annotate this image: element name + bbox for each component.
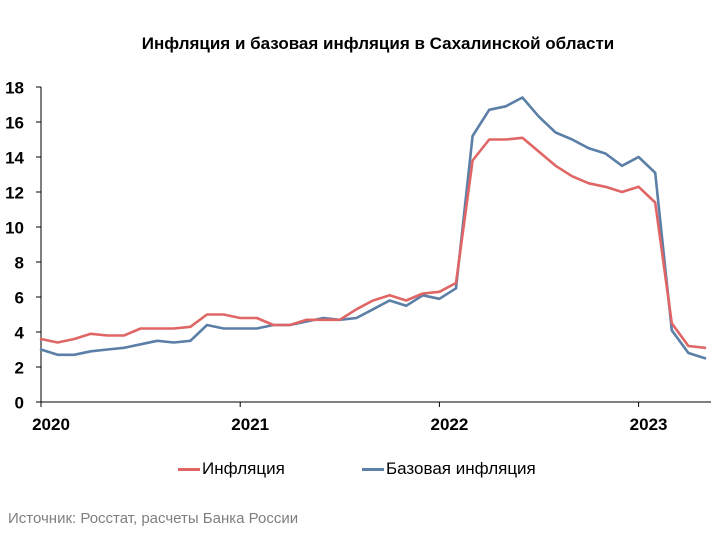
legend-label-core-inflation: Базовая инфляция: [386, 459, 536, 478]
chart-title: Инфляция и базовая инфляция в Сахалинско…: [141, 34, 615, 53]
x-tick-label: 2021: [231, 415, 269, 434]
y-tick-label: 10: [5, 219, 24, 238]
series-line-inflation: [39, 136, 707, 350]
x-tick-label: 2022: [430, 415, 468, 434]
chart-axes: 0 2 4 6 8 10 12 14 16 18 2020 2021 2022 2023: [5, 79, 711, 434]
y-tick-label: 18: [5, 79, 24, 98]
legend-item-core-inflation: Базовая инфляция: [362, 458, 536, 480]
legend-label-inflation: Инфляция: [202, 459, 285, 478]
y-tick-label: 12: [5, 184, 24, 203]
x-tick-label: 2020: [32, 415, 70, 434]
source-note: Источник: Росстат, расчеты Банка России: [8, 510, 299, 527]
y-tick-label: 4: [15, 324, 25, 343]
legend-swatch-core-inflation: [362, 467, 384, 471]
legend-item-inflation: Инфляция: [178, 458, 285, 480]
x-tick-label: 2023: [630, 415, 668, 434]
y-tick-label: 14: [5, 149, 24, 168]
series-line-core-inflation: [39, 96, 707, 360]
y-tick-label: 16: [5, 114, 24, 133]
legend-swatch-inflation: [178, 467, 200, 471]
y-tick-label: 2: [15, 359, 24, 378]
y-tick-label: 6: [15, 289, 24, 308]
y-tick-label: 0: [15, 394, 24, 413]
chart-series-layer: [39, 96, 707, 360]
y-tick-label: 8: [15, 254, 24, 273]
